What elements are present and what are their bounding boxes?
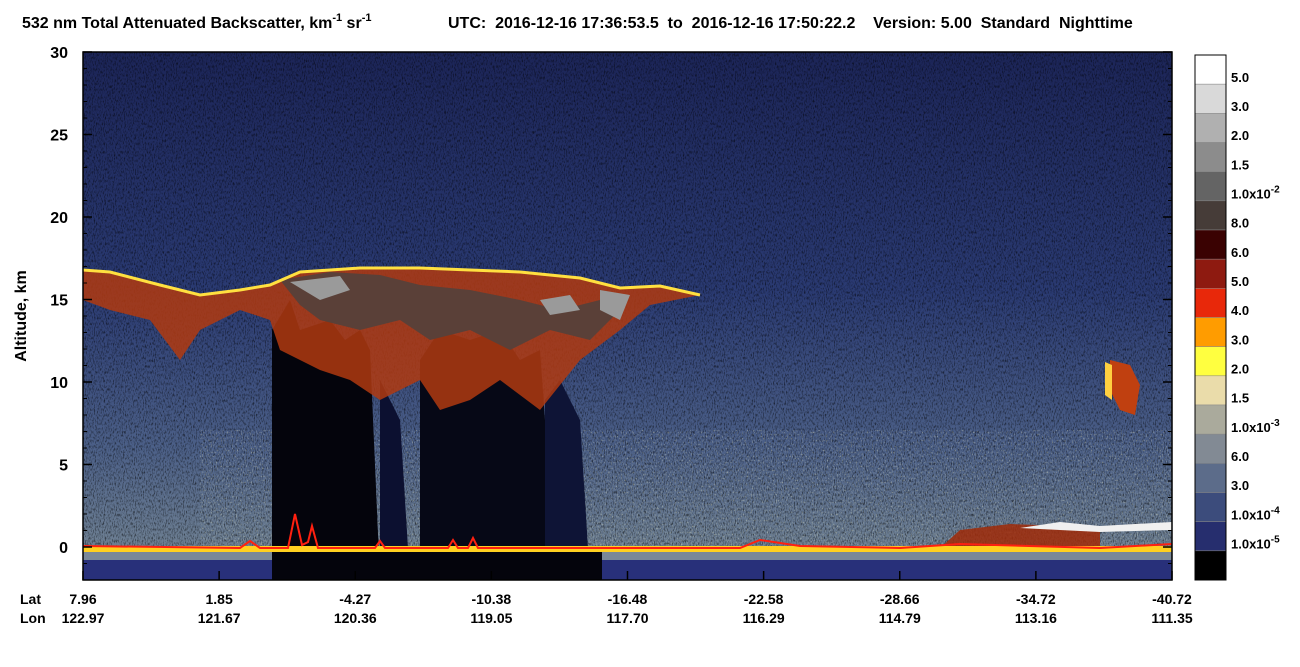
colorbar-label: 1.5 (1231, 157, 1249, 172)
colorbar-label: 2.0 (1231, 362, 1249, 377)
x-tick-label: 122.97 (62, 610, 105, 626)
x-tick-label: -22.58 (744, 591, 784, 607)
x-tick-label: -10.38 (472, 591, 512, 607)
colorbar-label: 1.5 (1231, 391, 1249, 406)
x-tick-label: -40.72 (1152, 591, 1192, 607)
y-tick-label: 0 (59, 540, 68, 557)
colorbar-label-text: 3.0 (1231, 332, 1249, 347)
y-tick-label: 5 (59, 458, 68, 475)
x-tick-label: 1.85 (206, 591, 233, 607)
title-exp: -1 (332, 12, 342, 24)
y-tick-label: 20 (50, 210, 68, 227)
colorbar-swatch (1194, 142, 1227, 172)
colorbar-swatch (1194, 288, 1227, 318)
colorbar-label-text: 1.5 (1231, 157, 1249, 172)
colorbar-label: 2.0 (1231, 128, 1249, 143)
colorbar-label-text: 1.5 (1231, 391, 1249, 406)
colorbar-label-text: 4.0 (1231, 303, 1249, 318)
title-unit: sr (342, 15, 362, 32)
x-tick-label: 117.70 (606, 610, 648, 626)
chart-title: 532 nm Total Attenuated Backscatter, km-… (22, 12, 371, 32)
colorbar-swatch (1194, 229, 1227, 260)
y-axis-label: Altitude, km (13, 270, 30, 362)
backscatter-image (83, 52, 1172, 580)
colorbar-label-text: 1.0x10 (1231, 420, 1271, 435)
x-tick-label: 114.79 (879, 610, 921, 626)
colorbar-swatch (1194, 317, 1227, 347)
colorbar-label: 5.0 (1231, 70, 1249, 85)
colorbar-label: 4.0 (1231, 303, 1249, 318)
x-row-name: Lon (20, 610, 46, 626)
x-tick-label: 120.36 (334, 610, 377, 626)
colorbar-swatch (1194, 375, 1227, 406)
colorbar-swatch (1194, 54, 1227, 85)
colorbar-label-text: 5.0 (1231, 274, 1249, 289)
colorbar-label: 3.0 (1231, 332, 1249, 347)
x-tick-label: 7.96 (69, 591, 96, 607)
colorbar-swatch (1194, 113, 1227, 143)
x-tick-label: 111.35 (1151, 610, 1192, 626)
colorbar-label: 3.0 (1231, 99, 1249, 114)
colorbar-label-text: 3.0 (1231, 478, 1249, 493)
colorbar-swatch (1194, 404, 1227, 435)
x-tick-label: -16.48 (608, 591, 648, 607)
colorbar-label: 1.0x10-2 (1231, 185, 1280, 202)
colorbar-label: 8.0 (1231, 216, 1249, 231)
chart-subtitle: UTC: 2016-12-16 17:36:53.5 to 2016-12-16… (448, 15, 1133, 32)
y-tick-label: 15 (50, 293, 68, 310)
colorbar-label: 3.0 (1231, 478, 1249, 493)
colorbar-swatch (1194, 433, 1227, 464)
x-tick-label: -34.72 (1016, 591, 1056, 607)
x-tick-label: 113.16 (1015, 610, 1057, 626)
colorbar-label-text: 2.0 (1231, 362, 1249, 377)
colorbar-label-text: 1.0x10 (1231, 187, 1271, 202)
y-tick-label: 30 (50, 45, 68, 62)
colorbar-swatch (1194, 550, 1227, 581)
colorbar-swatch (1194, 346, 1227, 377)
colorbar-label-text: 5.0 (1231, 70, 1249, 85)
colorbar-label-exp: -5 (1271, 535, 1280, 546)
colorbar-label-text: 8.0 (1231, 216, 1249, 231)
title-exp: -1 (362, 12, 372, 24)
x-tick-label: 121.67 (198, 610, 241, 626)
colorbar-label-exp: -4 (1271, 505, 1280, 516)
y-tick-label: 25 (50, 128, 68, 145)
colorbar-label: 1.0x10-4 (1231, 505, 1280, 522)
x-row-name: Lat (20, 591, 41, 607)
colorbar-swatch (1194, 200, 1227, 231)
colorbar-label-text: 6.0 (1231, 449, 1249, 464)
title-text: 532 nm Total Attenuated Backscatter, km (22, 15, 332, 32)
x-tick-label: 116.29 (743, 610, 785, 626)
colorbar-label-text: 6.0 (1231, 245, 1249, 260)
colorbar-label: 1.0x10-5 (1231, 535, 1280, 552)
colorbar-swatch (1194, 492, 1227, 522)
colorbar-swatch (1194, 463, 1227, 493)
colorbar-frame (1194, 54, 1227, 581)
colorbar-swatch (1194, 83, 1227, 114)
colorbar-label-text: 1.0x10 (1231, 507, 1271, 522)
y-tick-label: 10 (50, 375, 68, 392)
colorbar-label: 6.0 (1231, 245, 1249, 260)
x-tick-label: -4.27 (339, 591, 371, 607)
colorbar-swatch (1194, 171, 1227, 202)
colorbar-label: 1.0x10-3 (1231, 418, 1280, 435)
x-tick-label: -28.66 (880, 591, 920, 607)
colorbar-label-text: 3.0 (1231, 99, 1249, 114)
colorbar-swatch (1194, 258, 1227, 289)
colorbar-label-exp: -3 (1271, 418, 1280, 429)
colorbar-label-text: 2.0 (1231, 128, 1249, 143)
colorbar-swatch (1194, 521, 1227, 552)
colorbar-label: 6.0 (1231, 449, 1249, 464)
colorbar-label: 5.0 (1231, 274, 1249, 289)
colorbar-label-exp: -2 (1271, 185, 1280, 196)
x-tick-label: 119.05 (470, 610, 512, 626)
colorbar-label-text: 1.0x10 (1231, 537, 1271, 552)
